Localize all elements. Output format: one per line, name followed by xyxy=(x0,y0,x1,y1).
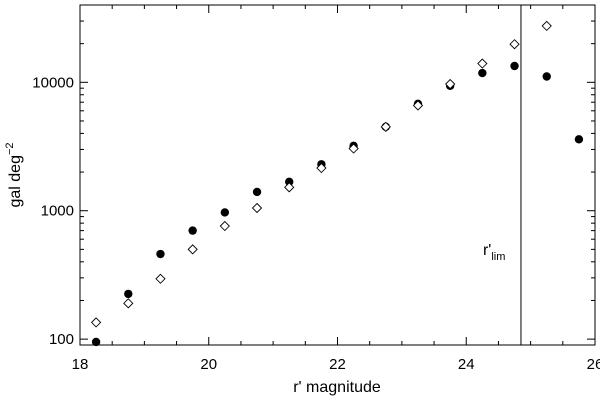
y-axis-title-superscript: −2 xyxy=(4,142,16,155)
data-point-diamond xyxy=(123,298,134,309)
x-tick-label: 18 xyxy=(72,356,89,373)
data-point-filled xyxy=(91,337,101,347)
data-point-filled xyxy=(574,135,584,144)
x-tick-label: 22 xyxy=(329,356,346,373)
annotations: r'lim xyxy=(483,5,522,345)
data-point-diamond xyxy=(541,20,552,32)
data-point-diamond xyxy=(155,273,166,284)
limit-label: r'lim xyxy=(483,242,505,263)
data-point-diamond xyxy=(445,78,456,90)
x-axis-ticks: 18 20 22 24 26 xyxy=(72,5,600,373)
y-axis-ticks: 100 1000 10000 xyxy=(32,4,595,348)
data-point-filled xyxy=(478,68,487,78)
data-point-filled xyxy=(252,187,262,197)
data-point-diamond xyxy=(90,317,102,328)
data-points xyxy=(90,20,584,347)
data-point-diamond xyxy=(316,162,327,174)
limit-label-subscript: lim xyxy=(491,251,505,263)
plot-frame xyxy=(79,4,596,346)
data-point-diamond xyxy=(380,121,391,132)
y-tick-label: 100 xyxy=(49,331,74,348)
data-point-diamond xyxy=(477,58,488,69)
data-point-diamond xyxy=(412,100,424,111)
limit-label-main: r' xyxy=(483,242,491,259)
data-point-diamond xyxy=(284,182,295,193)
x-tick-label: 20 xyxy=(200,356,217,373)
x-axis-title: r' magnitude xyxy=(293,379,381,396)
y-axis-title-main: gal deg xyxy=(7,155,24,208)
data-point-diamond xyxy=(251,202,263,214)
y-axis-title: gal deg−2 xyxy=(4,142,24,207)
data-point-filled xyxy=(510,61,519,71)
data-point-filled xyxy=(156,249,165,259)
data-point-diamond xyxy=(509,39,520,50)
data-point-diamond xyxy=(187,244,198,255)
data-point-filled xyxy=(220,208,230,217)
x-tick-label: 26 xyxy=(587,356,600,373)
data-point-filled xyxy=(285,177,294,186)
data-point-diamond xyxy=(348,143,359,154)
data-point-diamond xyxy=(219,220,230,232)
data-point-filled xyxy=(542,72,551,81)
data-point-filled xyxy=(188,226,197,235)
data-point-filled xyxy=(124,289,133,299)
y-tick-label: 10000 xyxy=(32,74,74,91)
x-tick-label: 24 xyxy=(458,356,475,373)
y-tick-label: 1000 xyxy=(41,203,74,220)
